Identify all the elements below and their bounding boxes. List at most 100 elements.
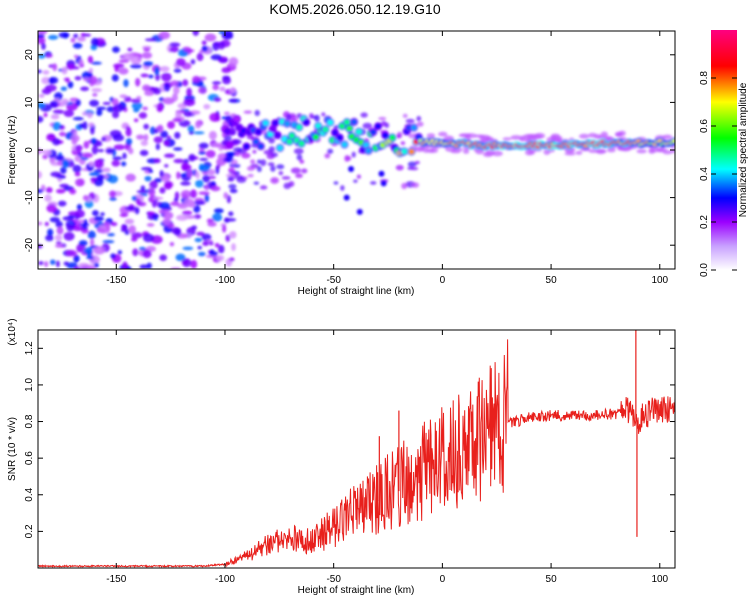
noise-cell: [72, 116, 84, 121]
y-tick-label: 10: [24, 96, 35, 108]
noise-cell: [159, 66, 170, 72]
noise-cell: [43, 112, 48, 118]
noise-cell: [344, 155, 350, 162]
tail-cell: [356, 208, 363, 215]
noise-cell: [395, 164, 404, 171]
noise-cell: [195, 171, 200, 179]
noise-cell: [88, 75, 98, 85]
noise-cell: [288, 180, 295, 187]
noise-cell: [256, 166, 262, 173]
band-halo: [426, 133, 436, 138]
noise-cell: [69, 188, 77, 195]
noise-cell: [270, 165, 276, 172]
colorbar: 0.0 0.2 0.4 0.6 0.8 Normalized spectral ampl…: [699, 30, 749, 277]
noise-cell: [197, 245, 202, 250]
noise-cell: [309, 112, 314, 119]
noise-cell: [173, 147, 183, 151]
band-halo: [546, 136, 555, 142]
noise-cell: [124, 206, 136, 211]
noise-cell: [73, 266, 82, 269]
band-halo: [519, 137, 526, 142]
noise-cell: [175, 111, 182, 118]
noise-cell: [55, 241, 62, 245]
noise-cell: [139, 149, 149, 157]
noise-cell: [216, 164, 221, 169]
noise-cell: [405, 118, 415, 124]
noise-cell: [161, 174, 170, 183]
noise-cell: [153, 136, 163, 144]
band-halo: [588, 132, 597, 138]
noise-cell: [52, 109, 65, 115]
tail-cell: [378, 170, 385, 177]
noise-cell: [205, 150, 216, 158]
noise-cell: [130, 98, 141, 104]
noise-cell: [112, 111, 120, 119]
band-halo: [578, 133, 590, 139]
noise-cell: [203, 103, 211, 110]
x-tick-label: -50: [326, 574, 341, 585]
noise-cell: [190, 259, 198, 269]
noise-cell: [61, 98, 69, 105]
noise-cell: [109, 196, 117, 201]
noise-cell: [144, 38, 157, 42]
noise-cell: [210, 185, 221, 192]
snr-series-line: [38, 339, 675, 568]
noise-cell: [45, 187, 53, 194]
colorbar-tick-label: 0.0: [699, 263, 710, 277]
ridge-core: [255, 129, 262, 135]
y-tick-label: 0: [24, 147, 35, 153]
noise-cell: [92, 92, 98, 97]
noise-cell: [61, 159, 70, 168]
band-halo: [656, 148, 664, 153]
noise-cell: [218, 41, 226, 50]
noise-cell: [52, 138, 61, 146]
noise-cell: [234, 151, 241, 157]
band-halo: [462, 149, 470, 154]
noise-cell: [112, 46, 120, 53]
noise-cell: [87, 55, 94, 64]
noise-cell: [44, 261, 49, 268]
noise-cell: [201, 40, 207, 46]
noise-cell: [246, 166, 255, 171]
noise-cell: [58, 32, 70, 38]
noise-cell: [228, 167, 235, 174]
noise-cell: [192, 75, 201, 84]
noise-cell: [250, 159, 256, 164]
noise-cell: [153, 129, 159, 134]
noise-cell: [87, 112, 93, 119]
noise-cell: [105, 222, 111, 232]
noise-cell: [198, 151, 207, 155]
band-halo: [480, 136, 490, 143]
noise-cell: [73, 254, 80, 263]
noise-cell: [135, 77, 141, 87]
noise-cell: [54, 155, 65, 161]
noise-cell: [131, 102, 143, 110]
noise-cell: [182, 260, 189, 265]
noise-cell: [130, 237, 138, 242]
noise-cell: [93, 169, 104, 173]
noise-cell: [65, 249, 78, 257]
noise-cell: [96, 109, 103, 116]
noise-cell: [410, 166, 419, 171]
ridge-core: [243, 143, 250, 150]
band-halo: [565, 148, 575, 154]
noise-cell: [299, 159, 305, 164]
noise-cell: [159, 170, 164, 177]
noise-cell: [211, 81, 222, 85]
noise-cell: [125, 126, 131, 130]
noise-cell: [228, 57, 239, 67]
x-tick-label: 50: [546, 275, 558, 286]
noise-cell: [171, 201, 180, 205]
noise-cell: [38, 69, 43, 74]
noise-cell: [186, 87, 192, 97]
noise-cell: [90, 137, 97, 144]
noise-cell: [327, 148, 334, 154]
noise-cell: [78, 240, 88, 247]
noise-cell: [122, 261, 128, 269]
noise-cell: [54, 234, 63, 241]
band-halo: [502, 137, 512, 141]
noise-cell: [159, 187, 166, 194]
noise-cell: [231, 243, 236, 252]
spectrogram-y-axis: -20 -10 0 10 20: [24, 49, 675, 252]
band-halo: [636, 149, 647, 154]
